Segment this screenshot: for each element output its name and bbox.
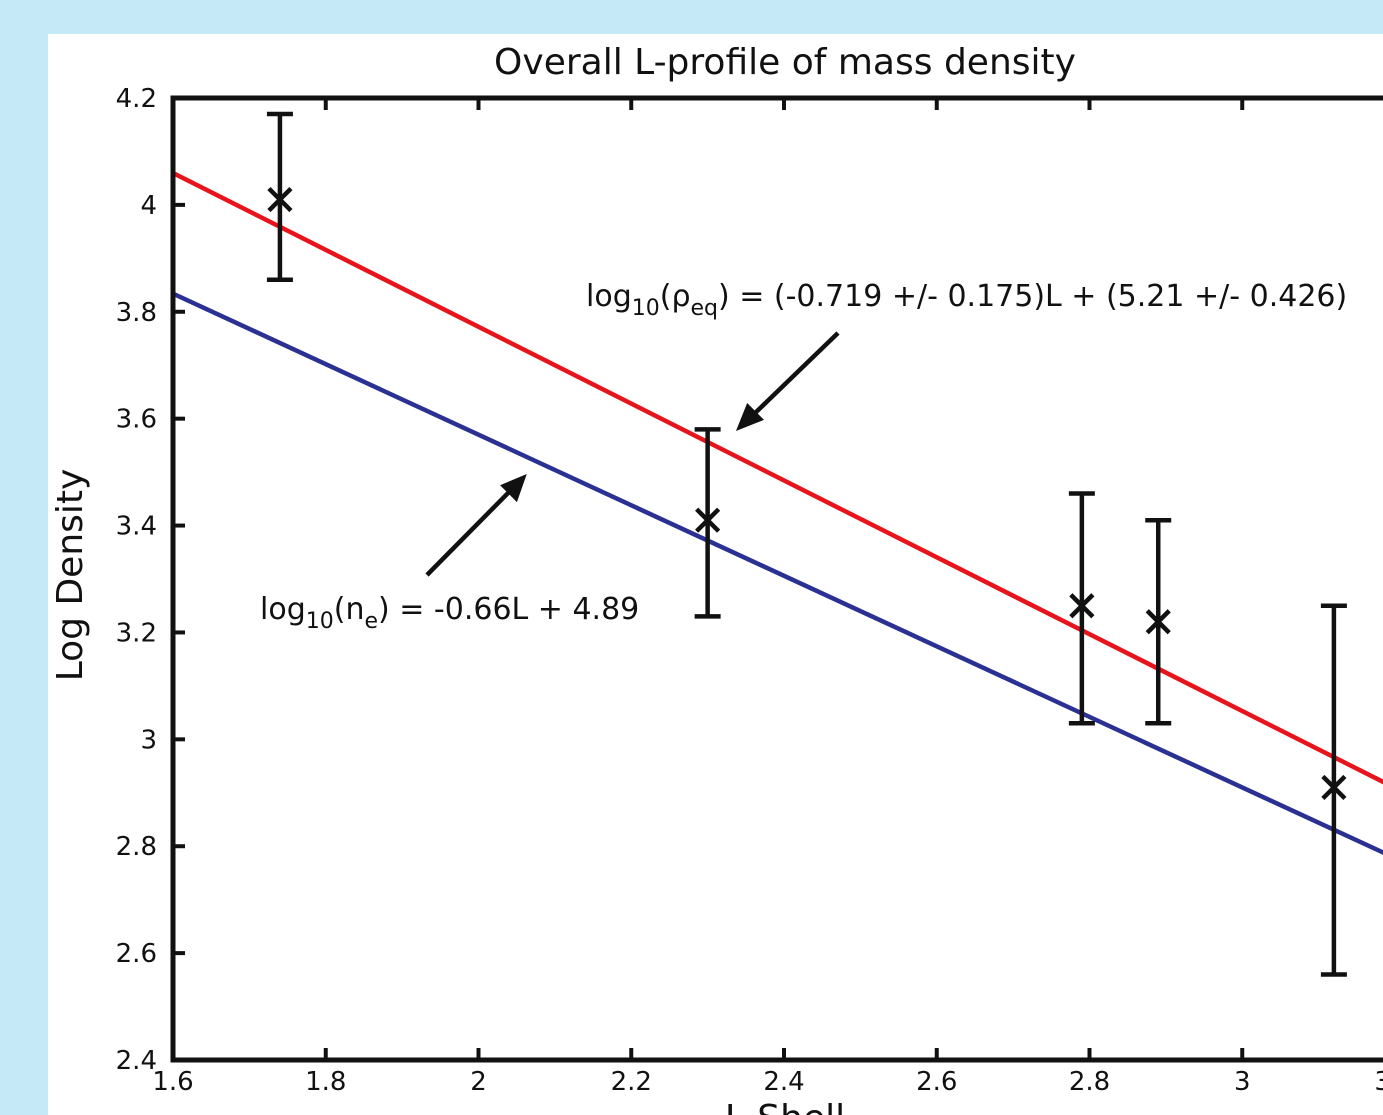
x-tick-label: 2.4	[763, 1067, 804, 1097]
y-tick-label: 4	[140, 191, 157, 221]
y-tick-label: 3.8	[116, 298, 157, 328]
axis-ticks: 1.6 1.8 2 2.2 2.4 2.6 2.8 3 3.2 2.4 2.6 2.8 3 3.2 3.4 3…	[116, 84, 1383, 1097]
y-axis-label: Log Density	[50, 469, 91, 682]
y-tick-label: 4.2	[116, 84, 157, 114]
data-point-1	[266, 111, 293, 282]
plot-frame	[170, 95, 1383, 1063]
y-tick-label: 2.4	[116, 1046, 157, 1076]
fit-lines	[171, 171, 1383, 855]
x-marker	[267, 186, 293, 213]
data-point-2	[694, 427, 721, 619]
plot-border	[170, 95, 1383, 1063]
fit-line-1	[171, 171, 1383, 785]
fit-line-2	[172, 291, 1383, 855]
data-point-4	[1145, 517, 1172, 726]
y-tick-label: 2.6	[116, 939, 157, 969]
data-point-5	[1320, 603, 1347, 977]
y-tick-label: 2.8	[116, 832, 157, 862]
x-marker	[1321, 774, 1347, 801]
arrow-to-ne-line	[425, 473, 527, 577]
x-tick-label: 1.6	[152, 1067, 193, 1097]
x-tick-label: 1.8	[305, 1067, 346, 1097]
chart-title: Overall L-profile of mass density	[494, 42, 1076, 83]
x-marker	[695, 507, 721, 533]
ne-fit-annotation: log10(ne) = -0.66L + 4.89	[260, 592, 639, 634]
data-point-3	[1068, 491, 1095, 726]
x-marker	[1145, 609, 1171, 635]
x-marker	[1069, 593, 1095, 619]
x-tick-label: 3.2	[1374, 1067, 1383, 1097]
x-axis-label: L-Shell	[725, 1098, 845, 1115]
y-tick-label: 3.2	[116, 618, 157, 648]
rho-eq-fit-annotation: log10(ρeq) = (-0.719 +/- 0.175)L + (5.21…	[586, 279, 1347, 321]
y-tick-label: 3.6	[116, 405, 157, 435]
figure-panel: Overall L-profile of mass density Log De…	[48, 34, 1383, 1115]
x-tick-label: 3	[1234, 1067, 1251, 1097]
y-tick-label: 3.4	[116, 512, 157, 542]
y-tick-label: 3	[140, 725, 157, 755]
x-tick-label: 2.2	[611, 1067, 652, 1097]
x-tick-label: 2.6	[916, 1067, 957, 1097]
x-tick-label: 2	[470, 1067, 487, 1097]
chart: Overall L-profile of mass density Log De…	[50, 42, 1383, 1115]
arrow-to-rho-eq-line	[735, 331, 840, 432]
data-points	[266, 111, 1347, 977]
x-tick-label: 2.8	[1069, 1067, 1110, 1097]
